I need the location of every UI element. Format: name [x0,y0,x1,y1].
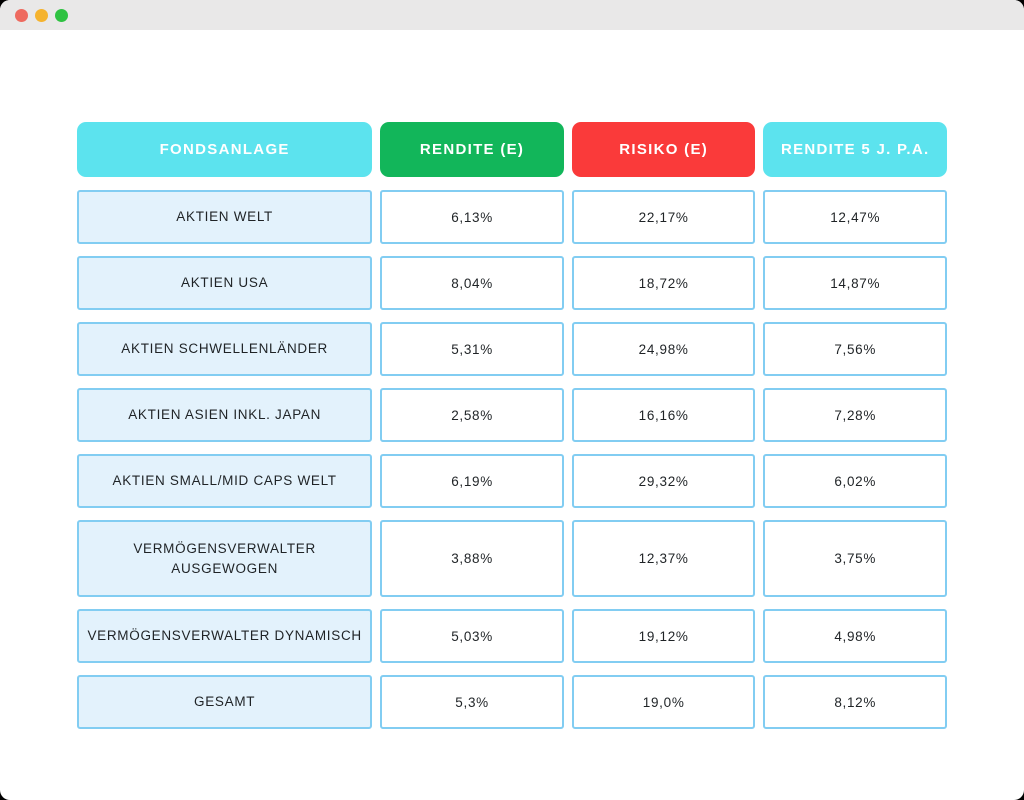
fund-table: FONDSANLAGE RENDITE (E) RISIKO (E) RENDI… [77,122,947,741]
table-row-aktien-asien: AKTIEN ASIEN INKL. JAPAN 2,58% 16,16% 7,… [77,388,947,442]
rendite-5j-value: 14,87% [763,256,947,310]
risiko-value: 29,32% [571,454,756,508]
risiko-value: 19,0% [571,675,756,729]
zoom-button[interactable] [55,8,68,22]
risiko-value: 22,17% [571,190,756,244]
table-header-row: FONDSANLAGE RENDITE (E) RISIKO (E) RENDI… [77,122,947,177]
rendite-5j-value: 7,56% [763,322,947,376]
row-label: AKTIEN SMALL/MID CAPS WELT [77,454,373,508]
column-header-risiko: RISIKO (E) [571,122,756,177]
rendite-value: 5,3% [380,675,564,729]
table-row-aktien-smallmid: AKTIEN SMALL/MID CAPS WELT 6,19% 29,32% … [77,454,947,508]
table-row-aktien-schwellenlaender: AKTIEN SCHWELLENLÄNDER 5,31% 24,98% 7,56… [77,322,947,376]
close-button[interactable] [15,8,28,22]
row-label: VERMÖGENSVERWALTER DYNAMISCH [77,609,373,663]
table-row-aktien-welt: AKTIEN WELT 6,13% 22,17% 12,47% [77,190,947,244]
row-label: VERMÖGENSVERWALTER AUSGEWOGEN [77,520,373,597]
window-titlebar [0,0,1024,30]
rendite-value: 5,03% [380,609,564,663]
table-row-vv-ausgewogen: VERMÖGENSVERWALTER AUSGEWOGEN 3,88% 12,3… [77,520,947,597]
minimize-button[interactable] [35,8,48,22]
rendite-value: 6,13% [380,190,564,244]
row-label: AKTIEN WELT [77,190,373,244]
column-header-rendite: RENDITE (E) [380,122,564,177]
row-label: AKTIEN USA [77,256,373,310]
rendite-5j-value: 12,47% [763,190,947,244]
column-header-fondsanlage: FONDSANLAGE [77,122,373,177]
row-label: AKTIEN ASIEN INKL. JAPAN [77,388,373,442]
rendite-value: 8,04% [380,256,564,310]
risiko-value: 24,98% [571,322,756,376]
rendite-5j-value: 6,02% [763,454,947,508]
table-row-vv-dynamisch: VERMÖGENSVERWALTER DYNAMISCH 5,03% 19,12… [77,609,947,663]
rendite-5j-value: 8,12% [763,675,947,729]
rendite-value: 3,88% [380,520,564,597]
row-label: AKTIEN SCHWELLENLÄNDER [77,322,373,376]
table-row-aktien-usa: AKTIEN USA 8,04% 18,72% 14,87% [77,256,947,310]
risiko-value: 18,72% [571,256,756,310]
row-label: GESAMT [77,675,373,729]
risiko-value: 19,12% [571,609,756,663]
column-header-rendite-5j-pa: RENDITE 5 J. P.A. [763,122,947,177]
rendite-5j-value: 3,75% [763,520,947,597]
rendite-5j-value: 4,98% [763,609,947,663]
rendite-5j-value: 7,28% [763,388,947,442]
risiko-value: 16,16% [571,388,756,442]
rendite-value: 5,31% [380,322,564,376]
rendite-value: 2,58% [380,388,564,442]
window-content: FONDSANLAGE RENDITE (E) RISIKO (E) RENDI… [0,122,1024,741]
risiko-value: 12,37% [571,520,756,597]
rendite-value: 6,19% [380,454,564,508]
table-row-gesamt: GESAMT 5,3% 19,0% 8,12% [77,675,947,729]
traffic-lights [15,8,68,22]
